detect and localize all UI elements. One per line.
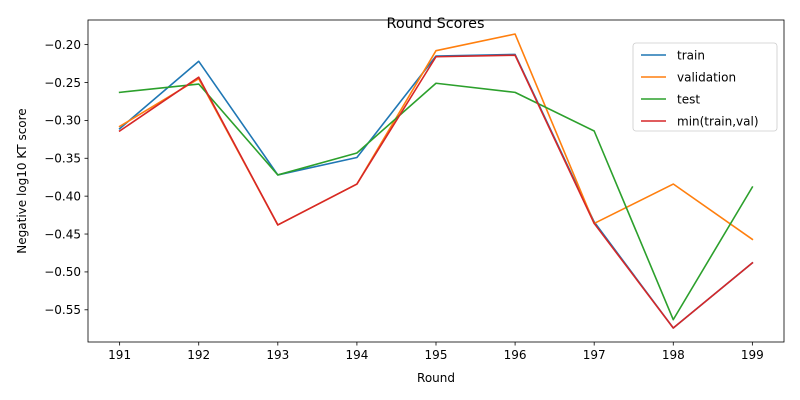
y-tick-label: −0.50 [44,265,81,279]
legend-label: min(train,val) [677,114,759,128]
y-tick-label: −0.25 [44,76,81,90]
y-axis-label: Negative log10 KT score [15,108,29,253]
y-tick-label: −0.30 [44,114,81,128]
x-axis-label: Round [417,371,455,385]
chart-title: Round Scores [387,16,485,32]
legend-label: validation [677,70,736,84]
y-tick-label: −0.55 [44,303,81,317]
x-axis: 191 192 193 194 195 196 197 198 199 [108,342,764,362]
legend: train validation test min(train,val) [632,42,778,132]
x-tick-label: 195 [425,348,448,362]
x-tick-label: 193 [266,348,289,362]
x-tick-label: 196 [504,348,527,362]
x-tick-label: 199 [741,348,764,362]
y-tick-label: −0.45 [44,227,81,241]
series-line-min-train-val [118,54,754,329]
x-tick-label: 192 [187,348,210,362]
legend-label: train [677,48,705,62]
legend-label: test [677,92,700,106]
y-tick-label: −0.35 [44,152,81,166]
legend-box [632,42,778,132]
x-tick-label: 197 [583,348,606,362]
y-tick-label: −0.20 [44,38,81,52]
x-tick-label: 198 [662,348,685,362]
plot-area [118,33,754,329]
y-axis: −0.55 −0.50 −0.45 −0.40 −0.35 −0.30 −0.25 −0.20 [44,38,88,317]
x-tick-label: 191 [108,348,131,362]
y-tick-label: −0.40 [44,189,81,203]
x-tick-label: 194 [345,348,368,362]
series-line-test [118,82,754,321]
